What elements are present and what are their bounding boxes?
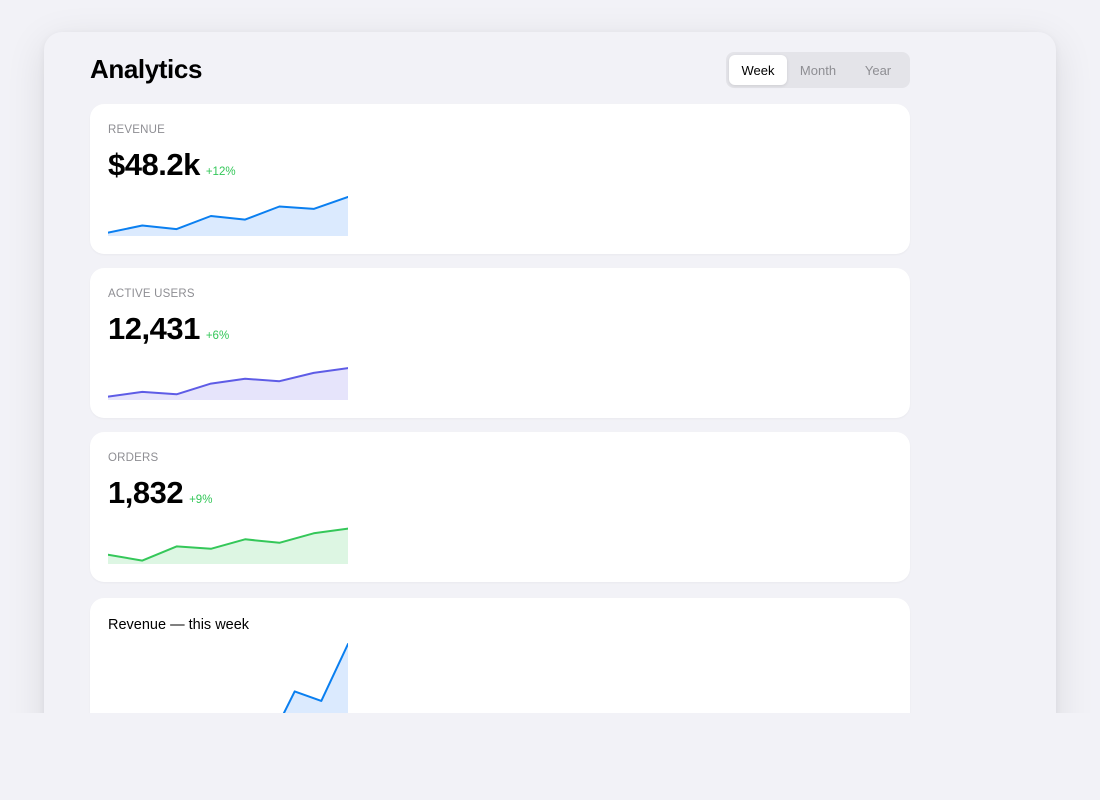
- metric-value: 1,832: [108, 475, 184, 510]
- sparkline-area: [108, 368, 348, 400]
- metric-value-row: $48.2k +12%: [108, 147, 236, 183]
- viewport: Analytics Week Month Year REVENUE $48.2k…: [44, 32, 1056, 713]
- metric-label: ORDERS: [108, 452, 159, 464]
- time-range-segmented-control: Week Month Year: [726, 52, 910, 88]
- analytics-window: Analytics Week Month Year REVENUE $48.2k…: [44, 32, 1056, 713]
- revenue-week-chart: [282, 643, 348, 713]
- active-users-card[interactable]: ACTIVE USERS 12,431 +6%: [90, 268, 910, 418]
- sparkline-line: [108, 367, 348, 398]
- metric-value: 12,431: [108, 311, 200, 346]
- orders-card[interactable]: ORDERS 1,832 +9%: [90, 432, 910, 582]
- sparkline-line: [108, 527, 348, 562]
- tab-month[interactable]: Month: [799, 62, 837, 78]
- metric-label: REVENUE: [108, 124, 165, 136]
- chart-area: [283, 644, 348, 713]
- page-title: Analytics: [90, 54, 203, 84]
- revenue-week-chart-card: Revenue — this week: [90, 598, 910, 713]
- metric-label: ACTIVE USERS: [108, 288, 195, 300]
- metric-delta: +12%: [205, 166, 236, 178]
- sparkline-area: [108, 197, 348, 236]
- metric-delta: +9%: [189, 494, 213, 506]
- revenue-sparkline: [108, 196, 348, 236]
- metric-delta: +6%: [205, 330, 230, 342]
- orders-sparkline: [108, 527, 348, 564]
- sparkline-line: [108, 196, 348, 234]
- chart-title: Revenue — this week: [108, 617, 250, 633]
- revenue-card[interactable]: REVENUE $48.2k +12%: [90, 104, 910, 254]
- tab-year[interactable]: Year: [864, 62, 892, 78]
- sparkline-area: [108, 528, 348, 564]
- tab-week[interactable]: Week: [729, 55, 787, 85]
- metric-value-row: 12,431 +6%: [108, 311, 229, 347]
- metric-value: $48.2k: [108, 147, 200, 182]
- metric-value-row: 1,832 +9%: [108, 475, 212, 511]
- active-users-sparkline: [108, 367, 348, 400]
- chart-line: [282, 643, 348, 713]
